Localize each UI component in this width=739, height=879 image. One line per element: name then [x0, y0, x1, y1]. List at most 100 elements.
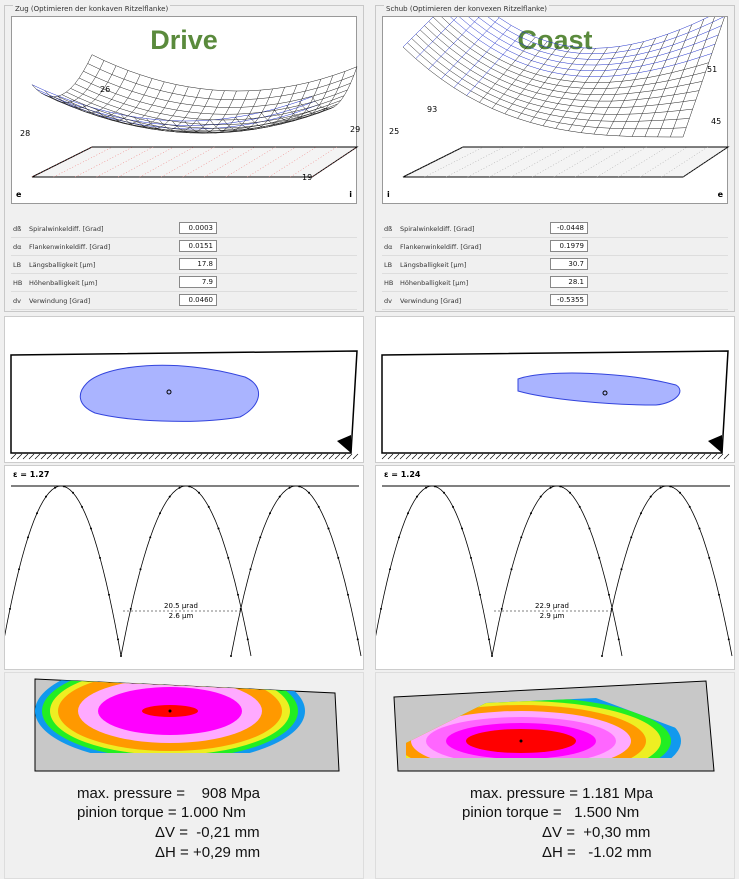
mesh-line — [74, 83, 345, 121]
hatch-line — [513, 453, 520, 460]
axis-right-label: e — [717, 190, 723, 199]
hatch-line — [148, 453, 155, 460]
surface-label: 25 — [389, 127, 400, 136]
te-curve — [601, 485, 733, 657]
pressure-max-point — [519, 739, 523, 743]
hatch-line — [615, 453, 622, 460]
hatch-line — [28, 453, 35, 460]
hatch-line — [447, 453, 454, 460]
hatch-line — [609, 453, 616, 460]
hatch-line — [346, 453, 353, 460]
mesh-line — [44, 94, 322, 132]
parameter-row: LB Längsballigkeit [µm] 17.8 — [11, 256, 357, 274]
mesh-line — [286, 75, 334, 119]
param-label: Spiralwinkeldiff. [Grad] — [29, 225, 104, 233]
delta-h: ΔH = -1.02 mm — [542, 844, 652, 861]
hatch-line — [483, 453, 490, 460]
param-symbol: dv — [384, 297, 392, 305]
mesh-line — [108, 81, 165, 125]
param-value-field[interactable]: -0.0448 — [550, 222, 588, 234]
param-symbol: LB — [13, 261, 22, 269]
hatch-line — [687, 453, 694, 460]
hatch-line — [136, 453, 143, 460]
tooth-outline — [381, 350, 729, 454]
hatch-line — [286, 453, 293, 460]
param-label: Höhenballigkeit [µm] — [400, 279, 469, 287]
parameter-row: HB Höhenballigkeit [µm] 7.9 — [11, 274, 357, 292]
param-symbol: dß — [384, 225, 393, 233]
mesh-line — [95, 78, 153, 121]
pressure-distribution — [393, 680, 715, 772]
hatch-line — [94, 453, 101, 460]
mesh-line — [542, 48, 596, 126]
param-value-field[interactable]: 30.7 — [550, 258, 588, 270]
hatch-line — [627, 453, 634, 460]
param-value-field[interactable]: -0.5355 — [550, 294, 588, 306]
hatch-line — [573, 453, 580, 460]
hatch-line — [489, 453, 496, 460]
mesh-line — [631, 29, 681, 137]
param-label: Verwindung [Grad] — [29, 297, 91, 305]
hatch-line — [166, 453, 173, 460]
hatch-line — [393, 453, 400, 460]
param-value-field[interactable]: 0.0151 — [179, 240, 217, 252]
hatch-line — [22, 453, 29, 460]
hatch-line — [196, 453, 203, 460]
hatch-line — [52, 453, 59, 460]
param-value-field[interactable]: 28.1 — [550, 276, 588, 288]
param-value-field[interactable]: 0.0460 — [179, 294, 217, 306]
mesh-line — [466, 31, 524, 96]
hatch-line — [387, 453, 394, 460]
param-value-field[interactable]: 7.9 — [179, 276, 217, 288]
mesh-line — [428, 17, 480, 70]
hatch-line — [657, 453, 664, 460]
hatch-line — [429, 453, 436, 460]
hatch-line — [16, 453, 23, 460]
base-grid-line — [575, 146, 627, 178]
delta-v: ΔV = +0,30 mm — [542, 824, 651, 841]
param-symbol: dß — [13, 225, 22, 233]
mesh-line — [530, 47, 584, 123]
mesh-line — [477, 17, 722, 60]
param-value-field[interactable]: 17.8 — [179, 258, 217, 270]
hatch-line — [298, 453, 305, 460]
mesh-line — [82, 74, 141, 118]
mesh-line — [311, 66, 358, 110]
pinion-torque: pinion torque = 1.000 Nm — [77, 804, 246, 821]
mesh-line — [441, 17, 500, 80]
hatch-line — [34, 453, 41, 460]
transmission-error-panel: ε = 1.27 20.5 µrad 2.6 µm — [4, 465, 364, 670]
param-label: Längsballigkeit [µm] — [29, 261, 96, 269]
param-value-field[interactable]: 0.0003 — [179, 222, 217, 234]
hatch-line — [268, 453, 275, 460]
hatch-line — [322, 453, 329, 460]
param-value-field[interactable]: 0.1979 — [550, 240, 588, 252]
mesh-line — [555, 47, 608, 129]
mesh-line — [184, 90, 237, 134]
hatch-line — [699, 453, 706, 460]
mesh-line — [70, 70, 129, 113]
contact-center — [602, 390, 608, 396]
mesh-line — [120, 84, 177, 128]
surface-label: 29 — [350, 125, 361, 134]
base-grid-line — [402, 146, 464, 178]
contact-ratio: ε = 1.27 — [13, 470, 50, 479]
base-grid-line — [182, 146, 235, 178]
pressure-distribution — [34, 678, 340, 772]
hatch-line — [70, 453, 77, 460]
coast-column: Schub (Optimieren der konvexen Ritzelfla… — [371, 0, 739, 879]
mesh-line — [197, 90, 249, 134]
delta-h: ΔH = +0,29 mm — [155, 844, 261, 861]
te-curve — [491, 485, 623, 657]
ease-off-surface — [402, 17, 730, 178]
mesh-line — [57, 65, 117, 109]
te-curve — [120, 485, 252, 657]
contact-pattern-panel — [4, 316, 364, 463]
hatch-line — [58, 453, 65, 460]
hatch-line — [40, 453, 47, 460]
parameter-row: dα Flankenwinkeldiff. [Grad] 0.1979 — [382, 238, 728, 256]
surface-label: 45 — [711, 117, 722, 126]
param-label: Höhenballigkeit [µm] — [29, 279, 98, 287]
base-grid-line — [247, 146, 296, 178]
hatch-line — [118, 453, 125, 460]
